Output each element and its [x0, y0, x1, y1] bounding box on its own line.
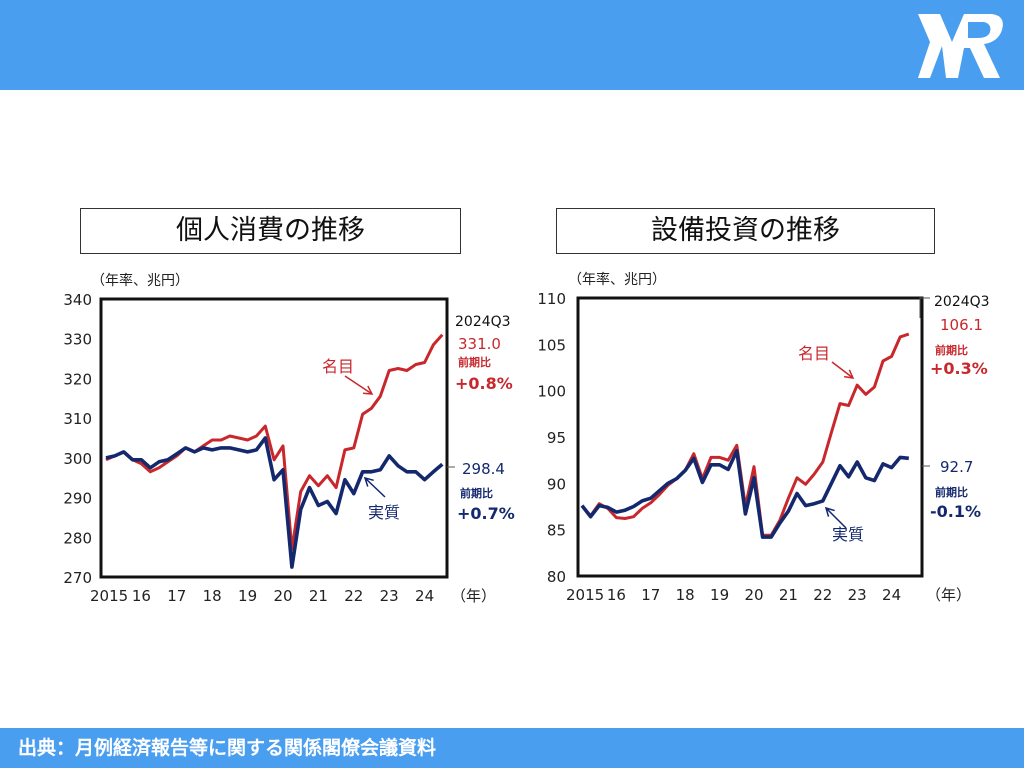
nominal-latest-value: 106.1: [940, 316, 983, 334]
logo: [918, 14, 1003, 78]
plot-frame: [99, 297, 449, 579]
x-tick-label: 17: [167, 587, 186, 605]
latest-period-label: 2024Q3: [934, 294, 990, 310]
x-tick-label: 22: [344, 587, 363, 605]
x-axis-unit: （年）: [451, 587, 496, 605]
real-arrow-icon: [363, 476, 386, 498]
real-latest-value: 298.4: [462, 460, 505, 478]
real-series-label: 実質: [368, 503, 400, 522]
y-tick-label: 90: [547, 475, 566, 493]
x-tick-label: 2015: [90, 587, 128, 605]
chart-title-consumption: 個人消費の推移: [80, 208, 461, 254]
x-tick-label: 24: [882, 586, 901, 604]
series-line-real: [580, 449, 909, 539]
nominal-change-value: +0.3%: [930, 359, 988, 378]
latest-period-label: 2024Q3: [455, 314, 511, 330]
source-note: 出典：月例経済報告等に関する関係閣僚会議資料: [0, 728, 1024, 768]
real-change-label: 前期比: [935, 485, 968, 499]
y-tick-label: 330: [63, 331, 92, 349]
chart-0: （年率、兆円） 270 280 290 300 310 320 330 340 2015 16 17 1…: [63, 272, 514, 605]
y-axis-unit: （年率、兆円）: [568, 271, 666, 288]
nominal-series-label: 名目: [322, 357, 354, 376]
header-bar: [0, 0, 1024, 90]
x-tick-label: 20: [744, 586, 763, 604]
real-series-label: 実質: [832, 525, 864, 544]
chart-1: （年率、兆円） 80 85 90 95 100 105 110 2015 16 17 18 19 20 21…: [537, 271, 989, 604]
y-tick-label: 280: [63, 529, 92, 547]
nominal-arrow-icon: [831, 361, 855, 379]
y-tick-label: 320: [63, 370, 92, 388]
real-change-label: 前期比: [460, 486, 493, 500]
y-axis-unit: （年率、兆円）: [91, 272, 189, 289]
x-tick-label: 22: [813, 586, 832, 604]
y-tick-label: 340: [63, 291, 92, 309]
x-axis-unit: （年）: [926, 586, 971, 604]
series-line-nominal: [105, 333, 444, 551]
nominal-latest-value: 331.0: [458, 335, 501, 353]
x-tick-label: 17: [641, 586, 660, 604]
x-tick-label: 19: [238, 587, 257, 605]
y-tick-label: 105: [537, 336, 566, 354]
y-tick-label: 80: [547, 568, 566, 586]
x-tick-label: 2015: [566, 586, 604, 604]
y-tick-label: 310: [63, 410, 92, 428]
x-tick-label: 21: [309, 587, 328, 605]
real-latest-value: 92.7: [940, 458, 973, 476]
x-tick-label: 23: [848, 586, 867, 604]
nominal-change-label: 前期比: [458, 355, 491, 369]
nominal-change-value: +0.8%: [455, 374, 513, 393]
real-arrow-icon: [824, 506, 847, 529]
y-tick-label: 290: [63, 490, 92, 508]
x-tick-label: 18: [203, 587, 222, 605]
x-tick-label: 24: [415, 587, 434, 605]
y-tick-label: 300: [63, 450, 92, 468]
real-change-value: +0.7%: [457, 504, 515, 523]
x-tick-label: 19: [710, 586, 729, 604]
nominal-change-label: 前期比: [935, 343, 968, 357]
plot-frame: [576, 296, 924, 578]
x-tick-label: 18: [676, 586, 695, 604]
x-tick-label: 21: [779, 586, 798, 604]
y-tick-label: 110: [537, 290, 566, 308]
y-tick-label: 100: [537, 383, 566, 401]
y-tick-label: 270: [63, 569, 92, 587]
y-tick-label: 85: [547, 522, 566, 540]
chart-title-investment: 設備投資の推移: [556, 208, 935, 254]
x-tick-label: 16: [132, 587, 151, 605]
nominal-arrow-icon: [344, 375, 374, 395]
series-line-real: [105, 436, 444, 569]
real-change-value: -0.1%: [930, 502, 981, 521]
y-tick-label: 95: [547, 429, 566, 447]
x-tick-label: 16: [607, 586, 626, 604]
nominal-value-leader-line: [919, 297, 930, 318]
nominal-series-label: 名目: [798, 344, 830, 363]
x-tick-label: 20: [273, 587, 292, 605]
x-tick-label: 23: [380, 587, 399, 605]
